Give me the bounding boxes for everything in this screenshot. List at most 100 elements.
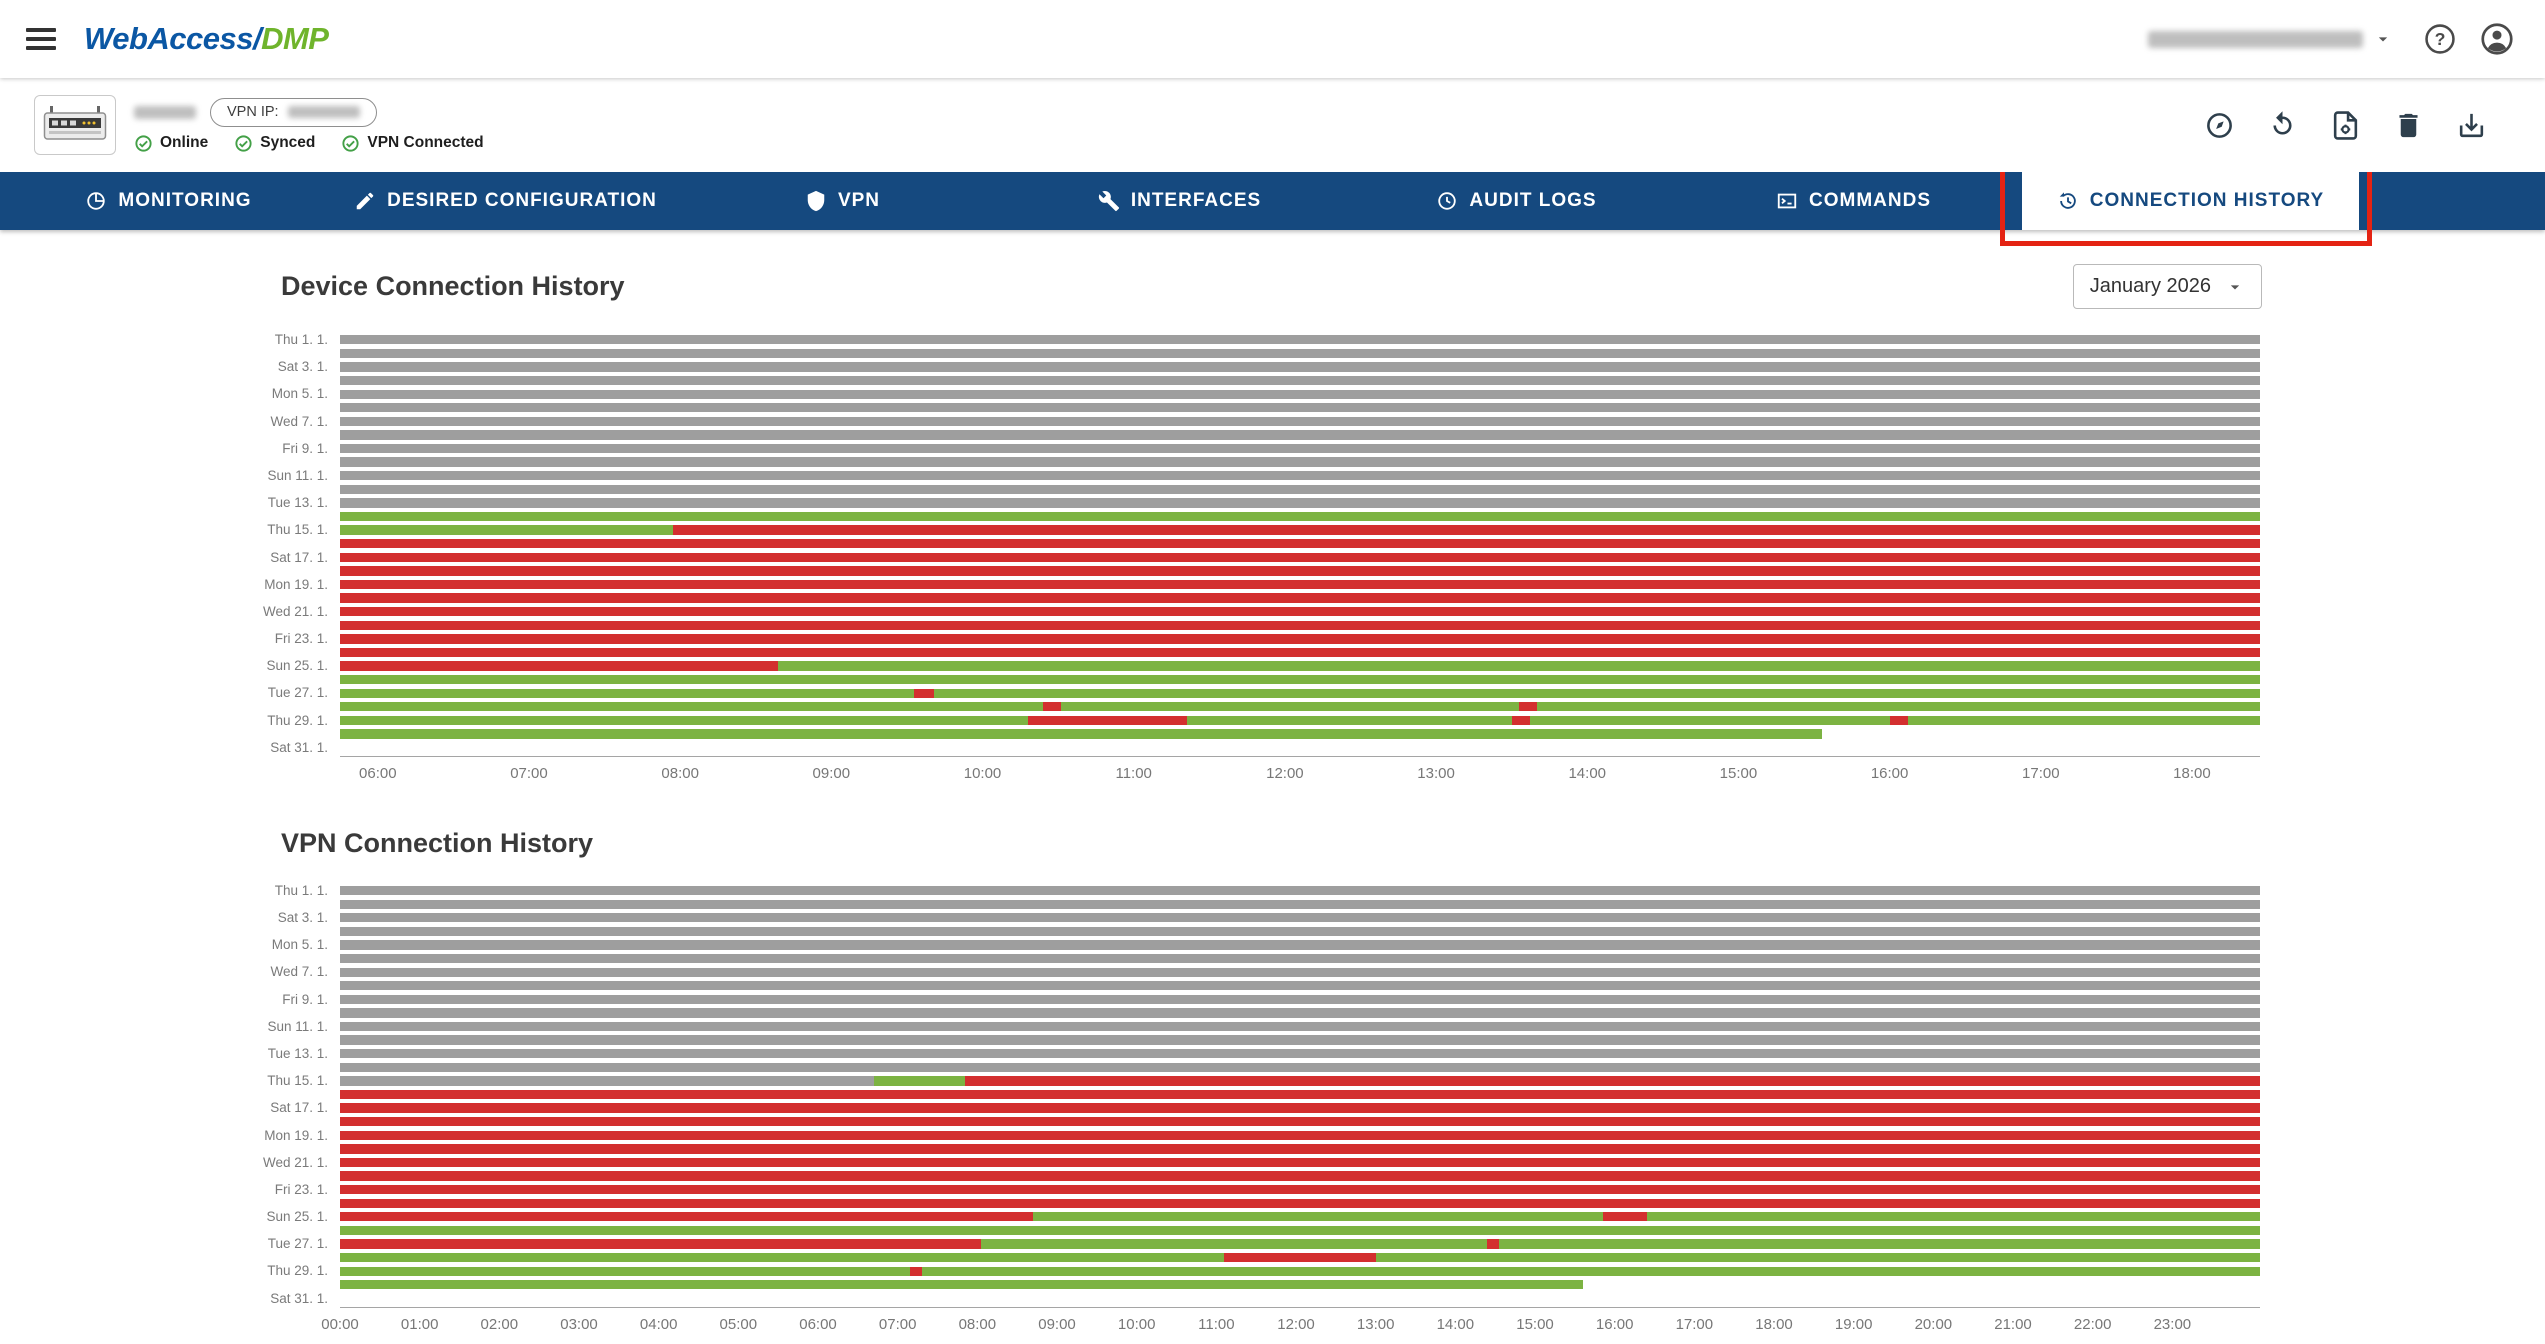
chart-day-label: Sun 11. 1. [267, 467, 328, 483]
chart-tick-label: 02:00 [480, 1316, 519, 1334]
chart-day-row: Mon 5. 1. [0, 938, 2545, 952]
x-axis-ticks: 00:00 01:00 02:00 03:00 04:00 05:00 06:00 07:00… [321, 1308, 2260, 1344]
tab-commands[interactable]: COMMANDS [1685, 172, 2022, 230]
chart-segment-up [340, 674, 2260, 685]
locate-device-button[interactable] [2204, 110, 2235, 141]
chart-tick-label: 09:00 [812, 765, 851, 783]
chart-day-row: Wed 7. 1. [0, 415, 2545, 429]
tab-connection-history[interactable]: CONNECTION HISTORY [2022, 172, 2359, 230]
delete-device-button[interactable] [2393, 110, 2424, 141]
vpn-ip-chip: VPN IP: [210, 97, 377, 127]
chart-day-track [340, 702, 2260, 712]
chart-day-track [340, 1266, 2260, 1276]
config-file-button[interactable] [2330, 110, 2361, 141]
logo-secondary: DMP [261, 21, 329, 56]
chart-segment-nodata [340, 443, 2260, 454]
chart-segment-nodata [340, 1076, 874, 1086]
chart-segment-up [778, 661, 2260, 671]
chart-segment-nodata [340, 1021, 2260, 1032]
app-logo[interactable]: WebAccess/DMP [84, 21, 329, 57]
device-name-redacted [134, 105, 196, 119]
menu-icon[interactable] [26, 28, 56, 50]
chart-day-label: Wed 7. 1. [270, 413, 328, 429]
chart-day-label: Thu 15. 1. [267, 1073, 328, 1089]
tab-audit-logs[interactable]: AUDIT LOGS [1348, 172, 1685, 230]
chart-segment-nodata [340, 1035, 2260, 1045]
chart-day-row: Wed 7. 1. [0, 965, 2545, 979]
chart-day-track [340, 1239, 2260, 1249]
chart-day-row [0, 1142, 2545, 1156]
chart-day-track [340, 674, 2260, 685]
user-menu[interactable] [2148, 29, 2393, 49]
chart-segment-down [340, 1212, 1034, 1222]
wrench-icon [1098, 191, 1119, 212]
clock-icon [1438, 192, 1457, 210]
chart-day-row: Thu 1. 1. [0, 884, 2545, 898]
chart-day-row: Thu 29. 1. [0, 714, 2545, 728]
chart-tick-label: 12:00 [1277, 1316, 1315, 1334]
chart-day-label: Sat 31. 1. [270, 1290, 328, 1306]
chart-tick-label: 18:00 [2173, 765, 2211, 783]
chart-day-row [0, 564, 2545, 578]
x-axis-line [340, 756, 2260, 758]
chart-segment-down [340, 1239, 982, 1249]
chart-segment-up [1537, 702, 2260, 712]
chart-day-track [340, 389, 2260, 399]
chart-day-track [340, 967, 2260, 977]
chart-segment-up [981, 1239, 1488, 1249]
chart-day-track [340, 511, 2260, 522]
chart-segment-down [1519, 702, 1538, 712]
vpn-ip-label: VPN IP: [227, 104, 279, 120]
chart-segment-nodata [340, 981, 2260, 991]
check-circle-icon [342, 134, 359, 152]
tab-monitoring[interactable]: MONITORING [0, 172, 337, 230]
x-axis-line [340, 1307, 2260, 1309]
chart-day-label: Sat 3. 1. [277, 359, 328, 375]
tab-desired-configuration[interactable]: DESIRED CONFIGURATION [337, 172, 674, 230]
chart-day-track [340, 729, 2260, 739]
export-device-button[interactable] [2456, 110, 2487, 141]
chart-tick-label: 06:00 [359, 765, 397, 783]
device-info: VPN IP: Online Synced VPN Connected [134, 97, 484, 153]
chart-day-row: Fri 23. 1. [0, 1183, 2545, 1197]
chart-tick-label: 19:00 [1834, 1316, 1873, 1334]
chart-segment-down [340, 579, 2260, 590]
chart-tick-label: 17:00 [2022, 765, 2060, 783]
chart-segment-down [340, 1171, 2260, 1181]
chart-day-label: Tue 13. 1. [267, 495, 328, 511]
chart-segment-down [1224, 1252, 1376, 1263]
pie-chart-icon [87, 192, 106, 210]
chart-day-track [340, 1212, 2260, 1222]
account-button[interactable] [2479, 21, 2515, 57]
chart-day-track [340, 525, 2260, 535]
chart-segment-nodata [340, 899, 2260, 909]
chart-day-row: Tue 27. 1. [0, 686, 2545, 700]
chart-day-label: Sat 17. 1. [270, 549, 328, 565]
chart-day-row: Sun 11. 1. [0, 469, 2545, 483]
vpn-history-section: VPN Connection History Thu 1. 1. Sat 3. 1… [0, 827, 2545, 1344]
chart-day-label: Tue 27. 1. [267, 685, 328, 701]
tab-vpn[interactable]: VPN [674, 172, 1011, 230]
chart-day-row [0, 510, 2545, 524]
month-selector[interactable]: January 2026 [2072, 264, 2262, 309]
chart-segment-up [1061, 702, 1520, 712]
export-icon [2459, 113, 2484, 137]
chart-day-track [340, 348, 2260, 359]
chart-tick-label: 05:00 [719, 1316, 758, 1334]
chart-segment-nodata [340, 940, 2260, 950]
chart-tick-label: 07:00 [510, 765, 548, 783]
terminal-icon [1777, 193, 1797, 209]
chart-tick-label: 09:00 [1038, 1316, 1076, 1334]
username-redacted [2148, 30, 2363, 48]
chart-day-row [0, 618, 2545, 632]
vpn-ip-redacted [287, 106, 360, 118]
x-axis-ticks: 06:00 07:00 08:00 09:00 10:00 11:00 12:00 13:00… [340, 757, 2260, 793]
chart-day-row [0, 897, 2545, 911]
chart-day-row: Sun 11. 1. [0, 1020, 2545, 1034]
help-button[interactable]: ? [2423, 22, 2457, 56]
reboot-device-button[interactable] [2267, 110, 2298, 141]
chart-segment-nodata [340, 913, 2260, 923]
tab-interfaces[interactable]: INTERFACES [1011, 172, 1348, 230]
chart-tick-label: 10:00 [1117, 1316, 1156, 1334]
chart-day-row [0, 1088, 2545, 1102]
